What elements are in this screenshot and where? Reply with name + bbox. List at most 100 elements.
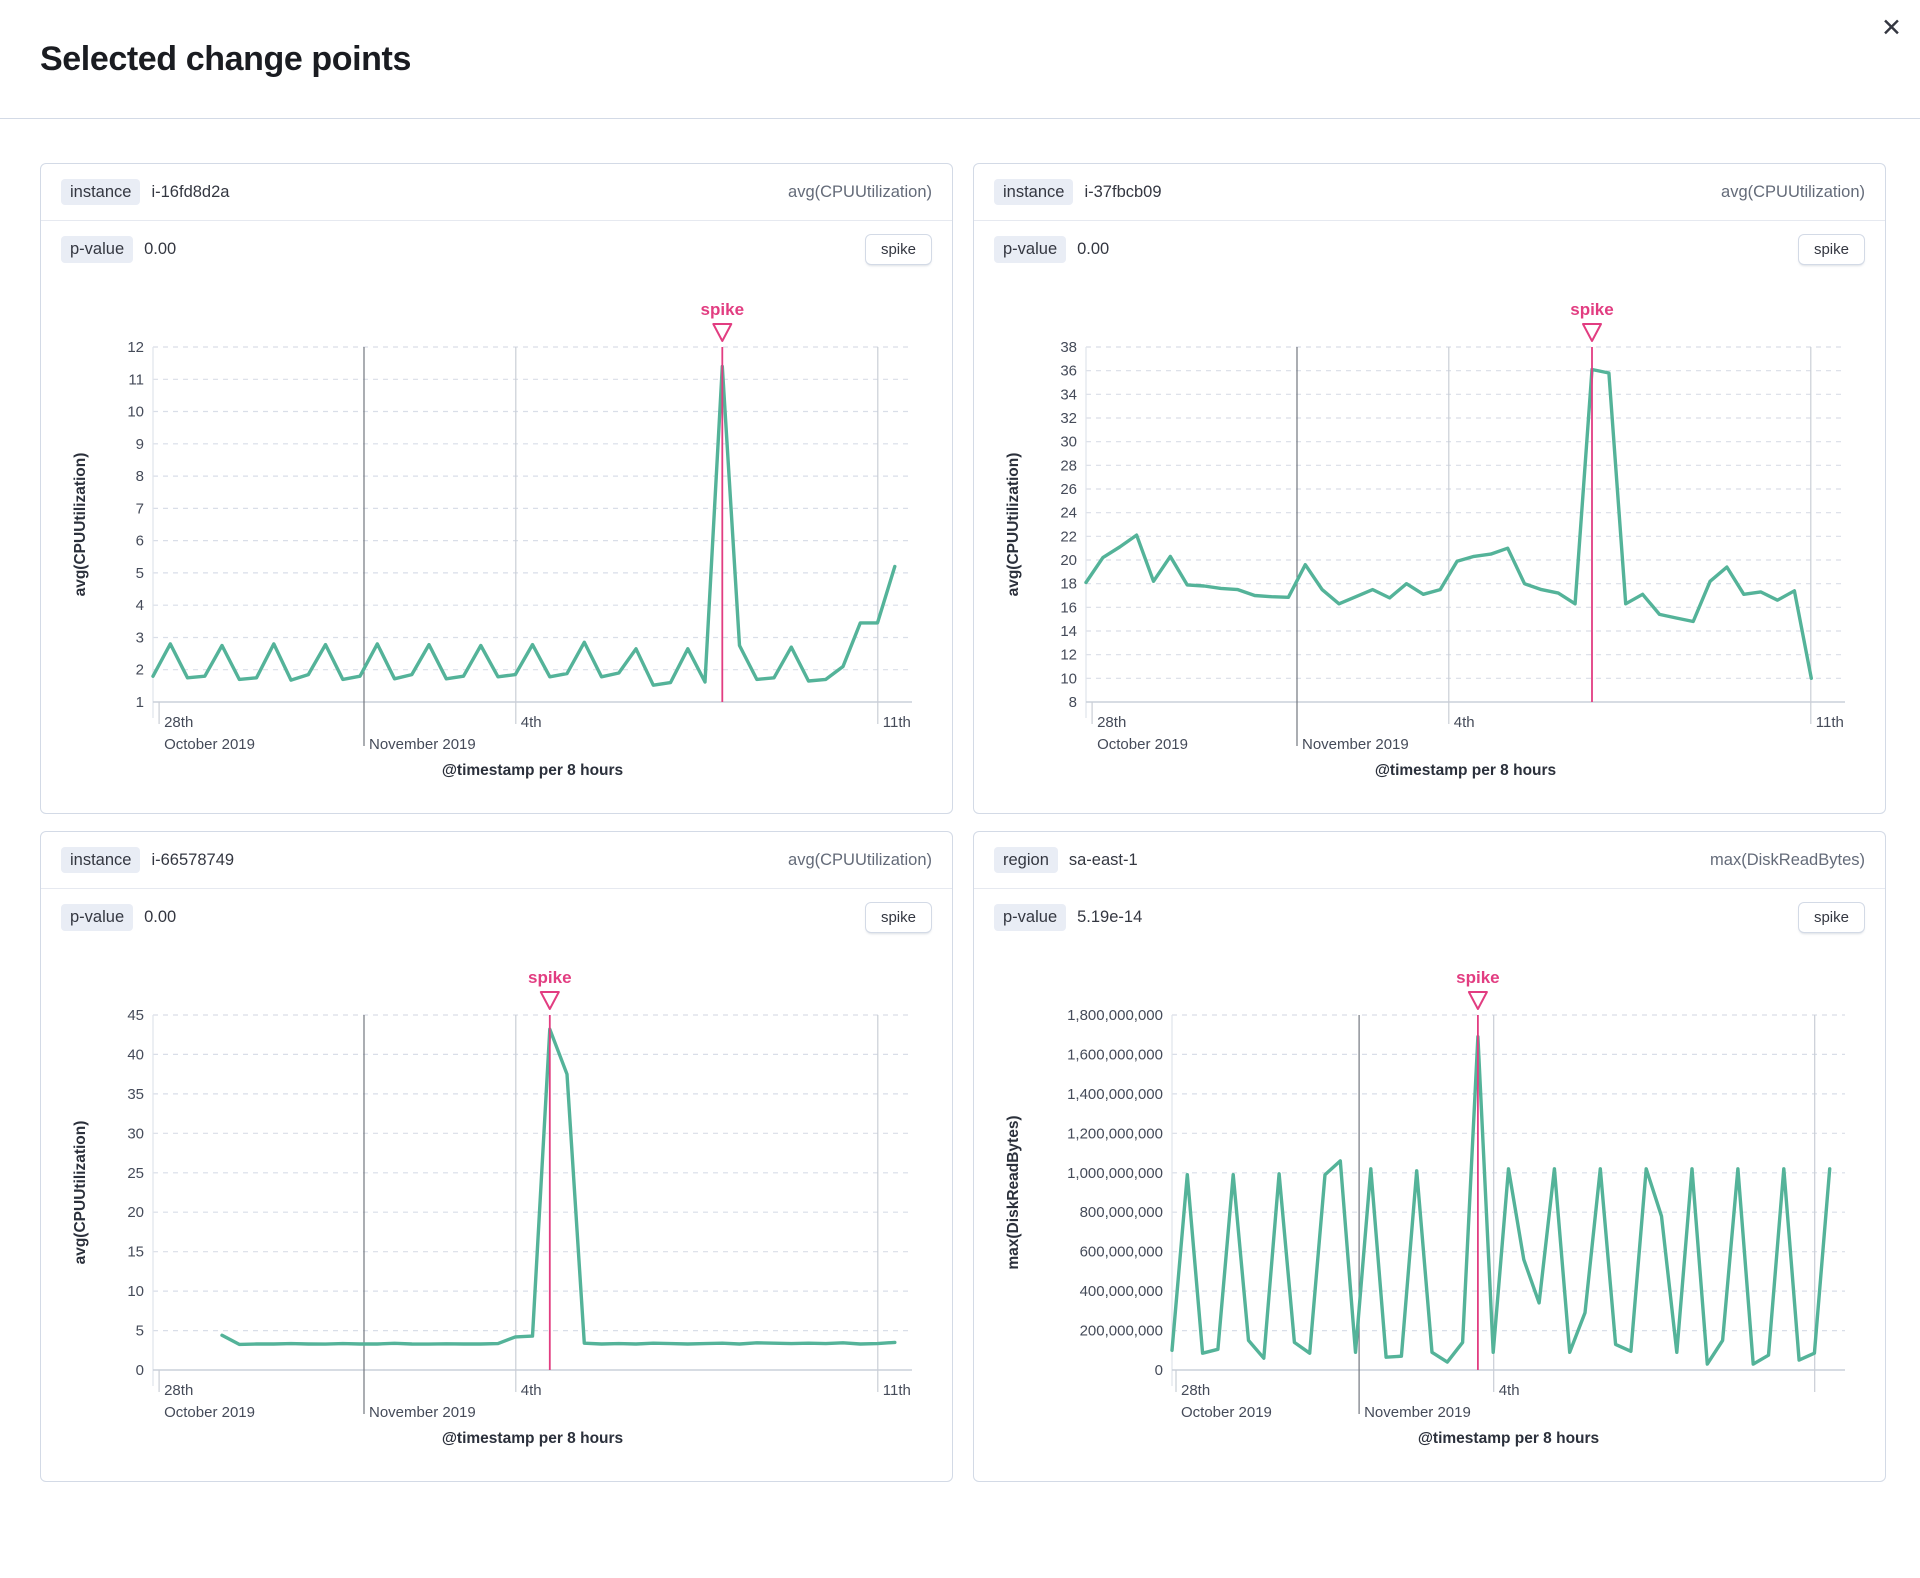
svg-text:36: 36 [1060,363,1077,380]
field-value: sa-east-1 [1068,850,1138,869]
svg-text:1,600,000,000: 1,600,000,000 [1067,1046,1163,1063]
svg-text:12: 12 [1060,647,1077,664]
svg-text:10: 10 [127,404,144,421]
svg-text:spike: spike [1456,968,1499,987]
p-value: 0.00 [1077,240,1110,258]
spike-type-button[interactable]: spike [864,902,932,933]
svg-text:28th: 28th [1181,1382,1210,1399]
svg-text:4: 4 [136,597,144,614]
svg-text:7: 7 [136,500,144,517]
change-point-panel-1: instance i-16fd8d2a avg(CPUUtilization) … [40,163,953,814]
svg-text:November 2019: November 2019 [369,1404,476,1421]
p-value-badge: p-value [994,236,1067,263]
svg-text:October 2019: October 2019 [1097,736,1188,753]
svg-text:28: 28 [1060,457,1077,474]
field-badge: instance [61,178,141,206]
svg-text:18: 18 [1060,576,1077,593]
p-value-badge: p-value [61,904,134,931]
svg-text:avg(CPUUtilization): avg(CPUUtilization) [72,1121,89,1265]
field-badge: instance [61,846,141,874]
svg-text:25: 25 [127,1165,144,1182]
metric-label: avg(CPUUtilization) [788,182,932,201]
field-value: i-16fd8d2a [151,182,230,201]
svg-text:5: 5 [136,565,144,582]
svg-text:@timestamp per 8 hours: @timestamp per 8 hours [442,1430,623,1447]
svg-text:1,000,000,000: 1,000,000,000 [1067,1165,1163,1182]
svg-text:4th: 4th [1499,1382,1520,1399]
svg-text:@timestamp per 8 hours: @timestamp per 8 hours [1418,1430,1599,1447]
svg-text:12: 12 [127,339,144,356]
svg-text:8: 8 [1069,694,1077,711]
close-button[interactable]: ✕ [1875,10,1908,47]
p-value: 0.00 [144,240,177,258]
spike-type-button[interactable]: spike [1797,234,1865,265]
change-point-chart[interactable]: 0 200,000,000 400,000,000 600,000,000 800,00… [974,946,1885,1482]
svg-text:11th: 11th [883,714,911,731]
panel-header: instance i-37fbcb09 avg(CPUUtilization) [974,164,1885,221]
svg-text:400,000,000: 400,000,000 [1080,1283,1163,1300]
svg-text:20: 20 [1060,552,1077,569]
svg-text:1: 1 [136,694,144,711]
svg-text:30: 30 [127,1125,144,1142]
svg-text:8: 8 [136,468,144,485]
panel-subheader: p-value 0.00 spike [41,889,952,946]
svg-text:max(DiskReadBytes): max(DiskReadBytes) [1005,1115,1022,1269]
spike-type-button[interactable]: spike [1797,902,1865,933]
svg-text:26: 26 [1060,481,1077,498]
svg-text:October 2019: October 2019 [164,1404,255,1421]
svg-text:6: 6 [136,533,144,550]
field-value: i-37fbcb09 [1084,182,1162,201]
svg-text:4th: 4th [1454,714,1475,731]
field-badge: instance [994,178,1074,206]
svg-text:November 2019: November 2019 [1302,736,1409,753]
svg-text:30: 30 [1060,434,1077,451]
svg-text:32: 32 [1060,410,1077,427]
panel-header: instance i-16fd8d2a avg(CPUUtilization) [41,164,952,221]
panels-grid: instance i-16fd8d2a avg(CPUUtilization) … [40,163,1886,1482]
svg-text:600,000,000: 600,000,000 [1080,1244,1163,1261]
change-point-chart[interactable]: 8 10 12 14 16 18 20 22 24 26 28 30 32 34 36 38 28th Octob… [974,278,1885,814]
svg-text:45: 45 [127,1007,144,1024]
svg-text:@timestamp per 8 hours: @timestamp per 8 hours [442,762,623,779]
field-value: i-66578749 [151,850,235,869]
svg-text:avg(CPUUtilization): avg(CPUUtilization) [72,453,89,597]
change-point-chart[interactable]: 0 5 10 15 20 25 30 35 40 45 28th October 2019 Novemb… [41,946,952,1482]
panel-header: instance i-66578749 avg(CPUUtilization) [41,832,952,889]
field-badge: region [994,846,1058,874]
svg-text:4th: 4th [521,1382,542,1399]
panel-subheader: p-value 0.00 spike [974,221,1885,278]
svg-text:1,800,000,000: 1,800,000,000 [1067,1007,1163,1024]
svg-text:16: 16 [1060,599,1077,616]
svg-text:3: 3 [136,630,144,647]
svg-text:11th: 11th [1816,714,1844,731]
svg-text:28th: 28th [1097,714,1126,731]
p-value-badge: p-value [994,904,1067,931]
svg-text:38: 38 [1060,339,1077,356]
svg-text:4th: 4th [521,714,542,731]
svg-text:22: 22 [1060,528,1077,545]
svg-text:14: 14 [1060,623,1077,640]
svg-text:11: 11 [128,371,144,388]
svg-text:24: 24 [1060,505,1077,522]
svg-text:9: 9 [136,436,144,453]
svg-text:avg(CPUUtilization): avg(CPUUtilization) [1005,453,1022,597]
svg-text:0: 0 [1155,1362,1163,1379]
svg-text:20: 20 [127,1204,144,1221]
spike-type-button[interactable]: spike [864,234,932,265]
svg-text:0: 0 [136,1362,144,1379]
svg-text:5: 5 [136,1323,144,1340]
svg-text:spike: spike [1570,300,1613,319]
svg-text:35: 35 [127,1086,144,1103]
svg-text:200,000,000: 200,000,000 [1080,1323,1163,1340]
modal-title: Selected change points [40,39,411,78]
p-value-badge: p-value [61,236,134,263]
svg-text:34: 34 [1060,386,1077,403]
change-point-panel-2: instance i-37fbcb09 avg(CPUUtilization) … [973,163,1886,814]
panel-header: region sa-east-1 max(DiskReadBytes) [974,832,1885,889]
svg-text:15: 15 [127,1244,144,1261]
panel-subheader: p-value 0.00 spike [41,221,952,278]
change-point-panel-3: instance i-66578749 avg(CPUUtilization) … [40,831,953,1482]
svg-text:40: 40 [127,1046,144,1063]
